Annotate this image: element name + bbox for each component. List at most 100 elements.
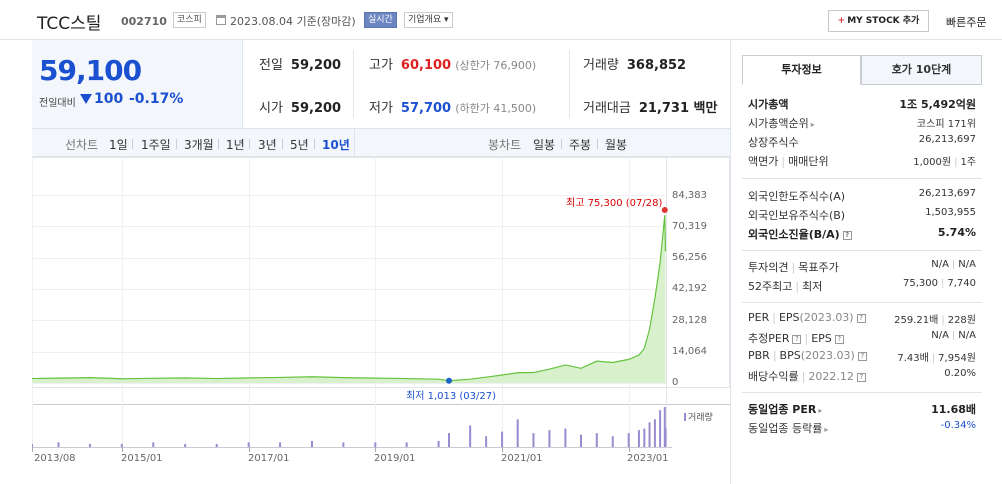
volume-bar <box>310 440 313 447</box>
volume-bar <box>32 443 33 447</box>
tab-10year[interactable]: 10년 <box>322 138 350 152</box>
volume-legend-swatch <box>684 413 686 421</box>
realtime-button[interactable]: 실시간 <box>364 12 397 28</box>
tab-1day[interactable]: 1일 <box>109 138 128 152</box>
help-icon[interactable]: ? <box>834 335 844 344</box>
help-icon[interactable]: ? <box>856 314 866 323</box>
volume-bar <box>648 422 651 447</box>
tab-5year[interactable]: 5년 <box>290 138 309 152</box>
x-tick-label: 2017/01 <box>248 453 290 464</box>
y-tick-label: 0 <box>672 377 679 388</box>
company-info-dropdown[interactable]: 기업개요 ▾ <box>404 12 453 28</box>
divider <box>561 139 562 149</box>
low-annotation: 최저 1,013 (03/27) <box>406 391 497 402</box>
volume-bar <box>247 442 250 447</box>
volume-bar <box>611 436 614 447</box>
price-chart[interactable]: 84,383 70,319 56,256 42,192 28,128 14,06… <box>32 157 730 484</box>
company-info-label: 기업개요 <box>408 15 442 25</box>
stock-name: TCC스틸 <box>37 14 102 34</box>
quick-order-button[interactable]: 빠른주문 <box>946 16 987 29</box>
divider <box>218 139 219 149</box>
tab-3month[interactable]: 3개월 <box>184 138 214 152</box>
x-tick-label: 2023/01 <box>627 453 669 464</box>
tab-weekly-candle[interactable]: 주봉 <box>569 138 592 152</box>
high-marker <box>661 207 668 213</box>
divider <box>314 139 315 149</box>
opinion-row: 투자의견 | 목표주가 N/A | N/A <box>748 259 976 274</box>
diff-rate: -0.17% <box>129 91 184 107</box>
y-tick-label: 56,256 <box>672 252 707 263</box>
tab-monthly-candle[interactable]: 월봉 <box>605 138 628 152</box>
dividend-row: 배당수익률 | 2022.12? 0.20% <box>748 368 976 383</box>
volume-bar <box>448 433 451 447</box>
tab-1year[interactable]: 1년 <box>226 138 245 152</box>
volume-bar <box>437 440 440 447</box>
divider <box>597 139 598 149</box>
volume-bar <box>580 434 583 447</box>
cap-rank-row[interactable]: 시가총액순위 ▸ 코스피 171위 <box>748 117 976 130</box>
open-price: 시가 59,200 <box>259 101 342 116</box>
pbr-bps-row: PBR | BPS(2023.03)? 7.43배 | 7,954원 <box>748 349 976 364</box>
current-price-box: 59,100 전일대비 100 -0.17% <box>32 40 243 128</box>
high-annotation: 최고 75,300 (07/28) <box>566 198 663 209</box>
help-icon[interactable]: ? <box>856 373 866 382</box>
foreign-limit-row: 외국인한도주식수(A) 26,213,697 <box>748 188 976 203</box>
volume-bar <box>532 433 535 447</box>
volume-bar <box>501 431 504 447</box>
face-value-row: 액면가 | 매매단위 1,000원 | 1주 <box>748 155 976 168</box>
y-tick-label: 42,192 <box>672 283 707 294</box>
volume-bar <box>152 442 155 447</box>
shares-row: 상장주식수 26,213,697 <box>748 134 976 149</box>
chevron-right-icon: ▸ <box>824 425 829 434</box>
current-price: 59,100 <box>39 54 142 87</box>
help-icon[interactable]: ? <box>842 231 852 240</box>
y-tick-label: 14,064 <box>672 346 707 357</box>
sector-rate-row[interactable]: 동일업종 등락률 ▸ -0.34% <box>748 420 976 435</box>
y-tick-label: 28,128 <box>672 315 707 326</box>
sector-per-row[interactable]: 동일업종 PER ▸ 11.68배 <box>748 403 976 416</box>
volume-bar <box>637 430 640 447</box>
volume-bar <box>564 428 567 447</box>
volume-bar <box>659 410 662 447</box>
volume-bar <box>627 433 630 447</box>
volume-bar <box>595 433 598 447</box>
market-badge: 코스피 <box>173 12 206 28</box>
divider <box>742 392 982 393</box>
divider <box>282 139 283 149</box>
per-eps-row: PER | EPS(2023.03)? 259.21배 | 228원 <box>748 311 976 326</box>
divider <box>132 139 133 149</box>
volume-bar <box>548 430 551 447</box>
base-date: 2023.08.04 기준(장마감) <box>230 15 356 28</box>
tab-investment-info[interactable]: 투자정보 <box>742 55 861 85</box>
prev-close: 전일 59,200 <box>259 58 342 73</box>
help-icon[interactable]: ? <box>857 352 867 361</box>
chevron-down-icon: ▾ <box>441 15 449 25</box>
volume-bar <box>279 442 282 447</box>
x-tick-label: 2015/01 <box>121 453 163 464</box>
volume-bar <box>88 443 91 447</box>
volume-bar <box>405 442 408 447</box>
tab-3year[interactable]: 3년 <box>258 138 277 152</box>
volume-bar <box>663 407 666 447</box>
chevron-right-icon: ▸ <box>818 406 823 415</box>
quote-summary: 전일 59,200 시가 59,200 고가 60,100 (상한가 76,900) … <box>243 40 730 128</box>
volume-bar <box>215 443 218 447</box>
volume-bar <box>469 425 472 447</box>
divider <box>742 302 982 303</box>
price-area <box>32 215 666 383</box>
line-chart-label: 선차트 <box>65 138 99 152</box>
tab-1week[interactable]: 1주일 <box>141 138 171 152</box>
divider <box>742 178 982 179</box>
my-stock-add-button[interactable]: + MY STOCK 추가 <box>828 10 929 32</box>
divider <box>353 50 354 118</box>
foreign-hold-row: 외국인보유주식수(B) 1,503,955 <box>748 207 976 222</box>
my-stock-label: MY STOCK 추가 <box>847 16 920 26</box>
divider <box>176 139 177 149</box>
x-tick-label: 2019/01 <box>374 453 416 464</box>
tab-daily-candle[interactable]: 일봉 <box>533 138 556 152</box>
help-icon[interactable]: ? <box>792 335 802 344</box>
market-cap-row: 시가총액 1조 5,492억원 <box>748 98 976 111</box>
y-tick-label: 84,383 <box>672 190 707 201</box>
tab-orderbook[interactable]: 호가 10단계 <box>861 55 982 85</box>
volume-bar <box>653 419 656 447</box>
